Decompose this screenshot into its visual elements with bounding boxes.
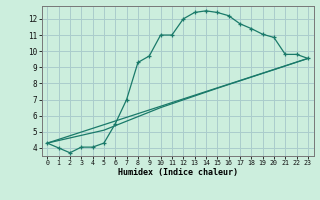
X-axis label: Humidex (Indice chaleur): Humidex (Indice chaleur) [118,168,237,177]
